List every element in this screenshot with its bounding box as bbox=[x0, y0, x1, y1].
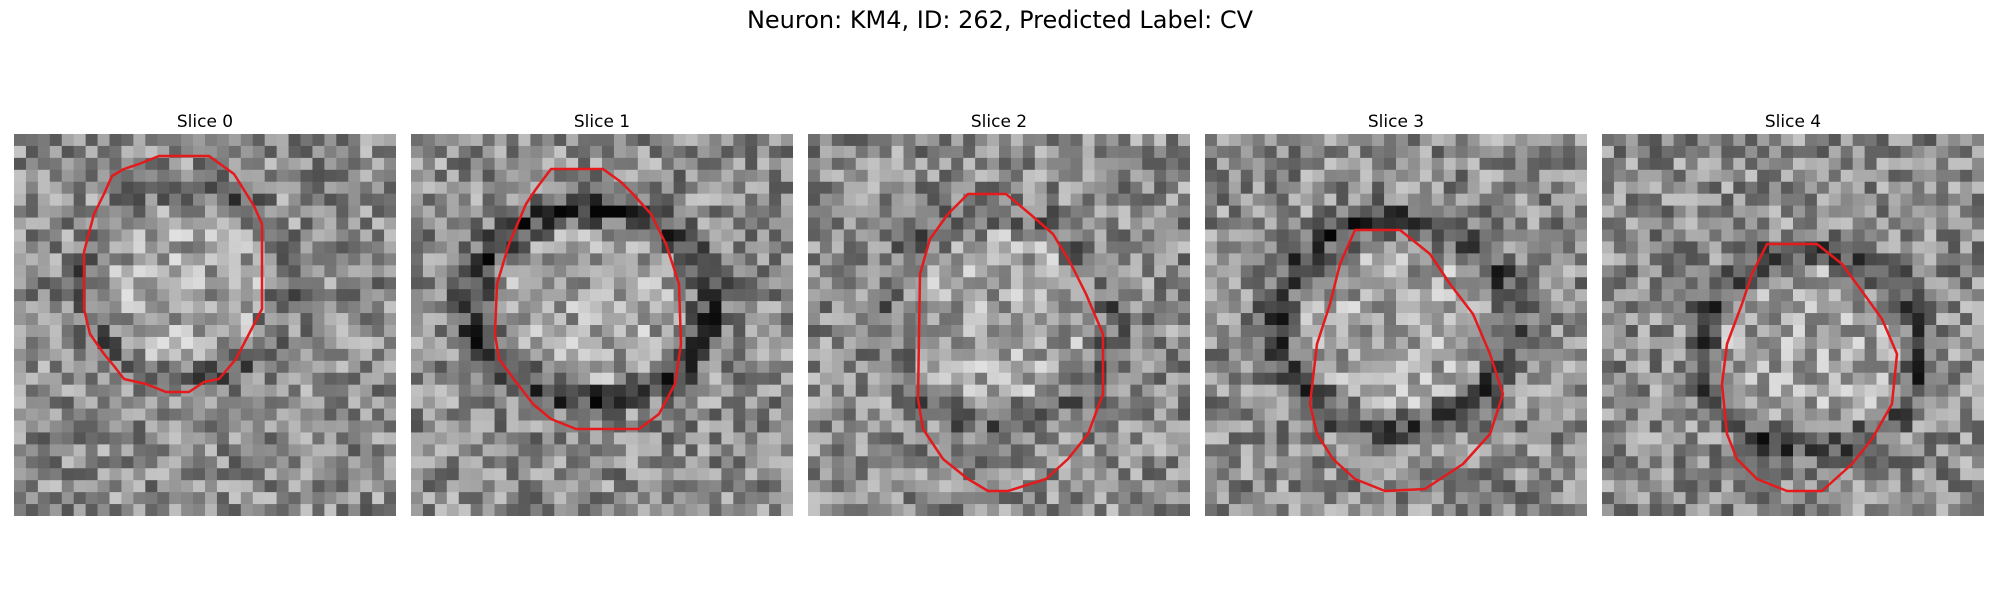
figure-title: Neuron: KM4, ID: 262, Predicted Label: C… bbox=[746, 6, 1254, 34]
slice-image-2 bbox=[808, 134, 1190, 516]
slice-title-0: Slice 0 bbox=[176, 112, 234, 132]
slice-image-3 bbox=[1205, 134, 1587, 516]
slice-panel-1: Slice 1 bbox=[411, 110, 793, 516]
slice-title-2: Slice 2 bbox=[970, 112, 1028, 132]
slice-panel-3: Slice 3 bbox=[1205, 110, 1587, 516]
micrograph-pixels bbox=[14, 134, 396, 516]
micrograph-pixels bbox=[1602, 134, 1984, 516]
slice-title-3: Slice 3 bbox=[1367, 112, 1425, 132]
slice-image-1 bbox=[411, 134, 793, 516]
vesicle-contour-outline bbox=[493, 167, 683, 431]
vesicle-contour-outline bbox=[82, 154, 264, 394]
vesicle-contour-outline bbox=[916, 192, 1105, 493]
micrograph-pixels bbox=[411, 134, 793, 516]
slice-panel-4: Slice 4 bbox=[1602, 110, 1984, 516]
slice-title-4: Slice 4 bbox=[1764, 112, 1822, 132]
vesicle-contour-outline bbox=[1720, 242, 1899, 493]
slice-image-4 bbox=[1602, 134, 1984, 516]
micrograph-pixels bbox=[808, 134, 1190, 516]
vesicle-contour-outline bbox=[1308, 228, 1505, 493]
micrograph-pixels bbox=[1205, 134, 1587, 516]
slice-panel-0: Slice 0 bbox=[14, 110, 396, 516]
slice-title-1: Slice 1 bbox=[573, 112, 631, 132]
slice-image-0 bbox=[14, 134, 396, 516]
slice-panel-2: Slice 2 bbox=[808, 110, 1190, 516]
